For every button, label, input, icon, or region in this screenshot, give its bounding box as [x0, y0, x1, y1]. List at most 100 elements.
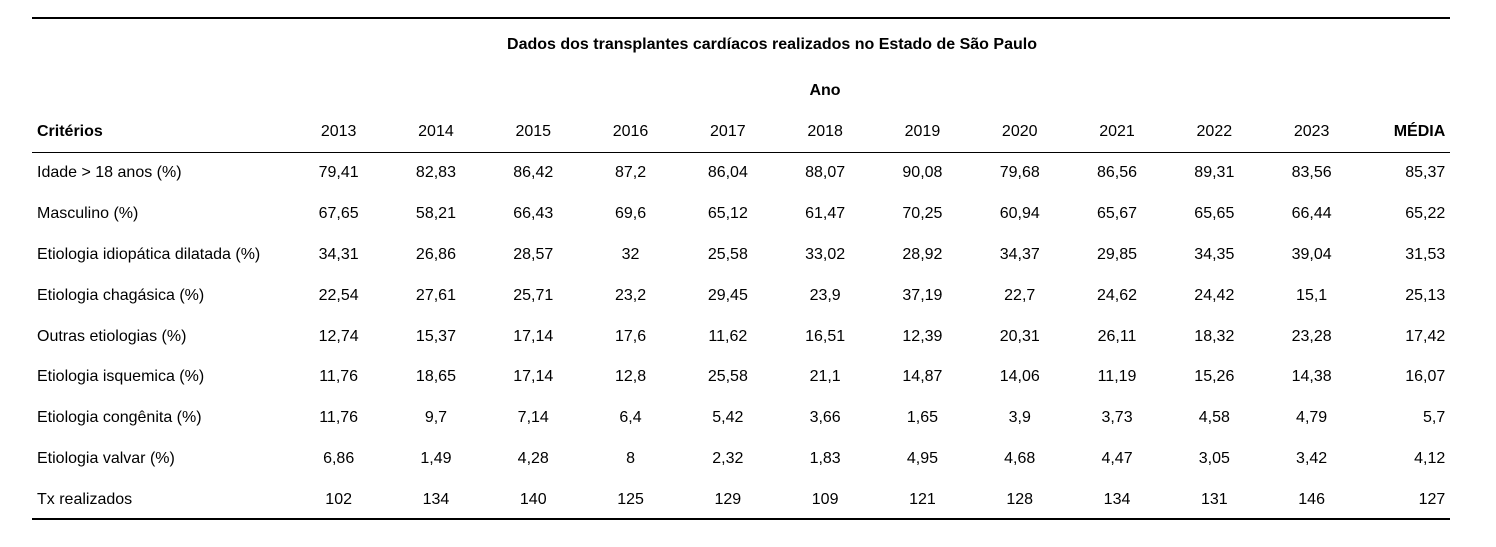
- year-value-cell: 60,94: [999, 205, 1040, 223]
- year-value-cell: 18,65: [415, 368, 456, 386]
- year-value-cell: 79,68: [999, 164, 1040, 182]
- table-row: Etiologia congênita (%) 11,76 9,7 7,14 6,4 5,…: [32, 398, 1450, 439]
- year-value-cell: 29,85: [1097, 245, 1138, 263]
- year-value-cell: 90,08: [902, 164, 943, 182]
- year-value-cell: 4,79: [1296, 409, 1328, 427]
- year-value-cell: 24,62: [1097, 286, 1138, 304]
- year-value-cell: 65,12: [707, 205, 748, 223]
- year-value-cell: 12,8: [614, 368, 647, 386]
- year-value-cell: 88,07: [805, 164, 846, 182]
- year-value-cell: 6,86: [323, 449, 355, 467]
- year-value-cell: 4,47: [1101, 449, 1133, 467]
- average-value-cell: 65,22: [1405, 205, 1446, 223]
- year-value-cell: 125: [617, 490, 644, 508]
- year-value-cell: 1,83: [809, 449, 841, 467]
- year-value-cell: 22,54: [318, 286, 359, 304]
- year-value-cell: 34,35: [1194, 245, 1235, 263]
- year-value-cell: 18,32: [1194, 327, 1235, 345]
- average-value-cell: 16,07: [1405, 368, 1446, 386]
- year-value-cell: 109: [811, 490, 839, 508]
- year-value-cell: 21,1: [809, 368, 841, 386]
- average-column-header: MÉDIA: [1393, 123, 1446, 140]
- year-value-cell: 15,37: [415, 327, 456, 345]
- average-value-cell: 85,37: [1405, 164, 1446, 182]
- year-value-cell: 86,42: [513, 164, 554, 182]
- row-criterion-label: Etiologia valvar (%): [37, 449, 175, 467]
- year-value-cell: 9,7: [424, 409, 448, 427]
- year-value-cell: 4,68: [1004, 449, 1036, 467]
- year-column-header: 2015: [515, 123, 552, 140]
- year-column-header: 2014: [418, 123, 454, 140]
- year-value-cell: 79,41: [318, 164, 359, 182]
- table-row: Etiologia isquemica (%) 11,76 18,65 17,14 12…: [32, 357, 1450, 398]
- average-value-cell: 25,13: [1405, 286, 1446, 304]
- year-value-cell: 66,43: [513, 205, 554, 223]
- year-value-cell: 28,92: [902, 245, 943, 263]
- table-row: Idade > 18 anos (%) 79,41 82,83 86,42 87,2 86…: [32, 152, 1450, 194]
- year-value-cell: 3,42: [1296, 449, 1328, 467]
- year-value-cell: 15,26: [1194, 368, 1235, 386]
- year-value-cell: 15,1: [1296, 286, 1328, 304]
- year-value-cell: 28,57: [513, 245, 554, 263]
- year-value-cell: 83,56: [1291, 164, 1332, 182]
- year-value-cell: 25,58: [707, 368, 748, 386]
- header-separator-rule: [32, 152, 1450, 153]
- year-value-cell: 65,65: [1194, 205, 1235, 223]
- criteria-column-header: Critérios: [37, 123, 103, 140]
- year-value-cell: 134: [1103, 490, 1131, 508]
- row-criterion-label: Etiologia congênita (%): [37, 409, 202, 427]
- year-value-cell: 24,42: [1194, 286, 1235, 304]
- year-value-cell: 11,76: [319, 409, 359, 427]
- year-value-cell: 140: [519, 490, 547, 508]
- year-value-cell: 25,58: [707, 245, 748, 263]
- year-value-cell: 102: [325, 490, 352, 508]
- year-value-cell: 23,28: [1291, 327, 1332, 345]
- year-value-cell: 67,65: [318, 205, 359, 223]
- year-column-header: 2022: [1196, 123, 1233, 140]
- year-value-cell: 131: [1200, 490, 1228, 508]
- row-criterion-label: Idade > 18 anos (%): [37, 164, 182, 182]
- year-value-cell: 3,73: [1101, 409, 1133, 427]
- year-value-cell: 3,9: [1008, 409, 1031, 427]
- table-row: Outras etiologias (%) 12,74 15,37 17,14 17,6…: [32, 316, 1450, 357]
- year-value-cell: 86,56: [1097, 164, 1138, 182]
- year-value-cell: 8: [626, 449, 635, 467]
- year-value-cell: 87,2: [614, 164, 647, 182]
- year-value-cell: 58,21: [415, 205, 456, 223]
- year-column-header: 2013: [320, 123, 357, 140]
- year-value-cell: 134: [422, 490, 450, 508]
- year-value-cell: 34,37: [999, 245, 1040, 263]
- year-value-cell: 4,95: [906, 449, 938, 467]
- year-value-cell: 12,74: [318, 327, 359, 345]
- table-body: Idade > 18 anos (%) 79,41 82,83 86,42 87,2 86…: [32, 152, 1450, 520]
- table-header: Critérios 2013 2014 2015 2016 2017 2018 …: [32, 112, 1450, 152]
- transplant-data-table: Critérios 2013 2014 2015 2016 2017 2018 …: [32, 112, 1450, 520]
- table-title: Dados dos transplantes cardíacos realiza…: [507, 36, 1037, 53]
- year-value-cell: 14,06: [999, 368, 1040, 386]
- year-value-cell: 14,38: [1291, 368, 1332, 386]
- year-value-cell: 34,31: [318, 245, 359, 263]
- year-value-cell: 4,58: [1198, 409, 1230, 427]
- table-bottom-rule: [32, 518, 1450, 520]
- average-value-cell: 4,12: [1414, 449, 1446, 467]
- year-value-cell: 11,62: [708, 327, 748, 345]
- year-value-cell: 1,65: [906, 409, 938, 427]
- year-value-cell: 29,45: [707, 286, 748, 304]
- year-value-cell: 129: [714, 490, 742, 508]
- year-value-cell: 33,02: [805, 245, 846, 263]
- year-value-cell: 89,31: [1194, 164, 1235, 182]
- year-value-cell: 17,6: [614, 327, 647, 345]
- table-row: Etiologia idiopática dilatada (%) 34,31 26…: [32, 235, 1450, 276]
- year-value-cell: 3,05: [1198, 449, 1230, 467]
- year-value-cell: 17,14: [513, 368, 554, 386]
- row-criterion-label: Etiologia idiopática dilatada (%): [37, 245, 261, 263]
- year-value-cell: 1,49: [420, 449, 452, 467]
- year-value-cell: 4,28: [517, 449, 549, 467]
- average-value-cell: 5,7: [1423, 409, 1446, 427]
- year-column-header: 2019: [904, 123, 941, 140]
- year-value-cell: 61,47: [805, 205, 846, 223]
- year-value-cell: 25,71: [513, 286, 554, 304]
- column-header-row: Critérios 2013 2014 2015 2016 2017 2018 …: [32, 112, 1450, 152]
- row-criterion-label: Outras etiologias (%): [37, 327, 187, 345]
- year-value-cell: 86,04: [707, 164, 748, 182]
